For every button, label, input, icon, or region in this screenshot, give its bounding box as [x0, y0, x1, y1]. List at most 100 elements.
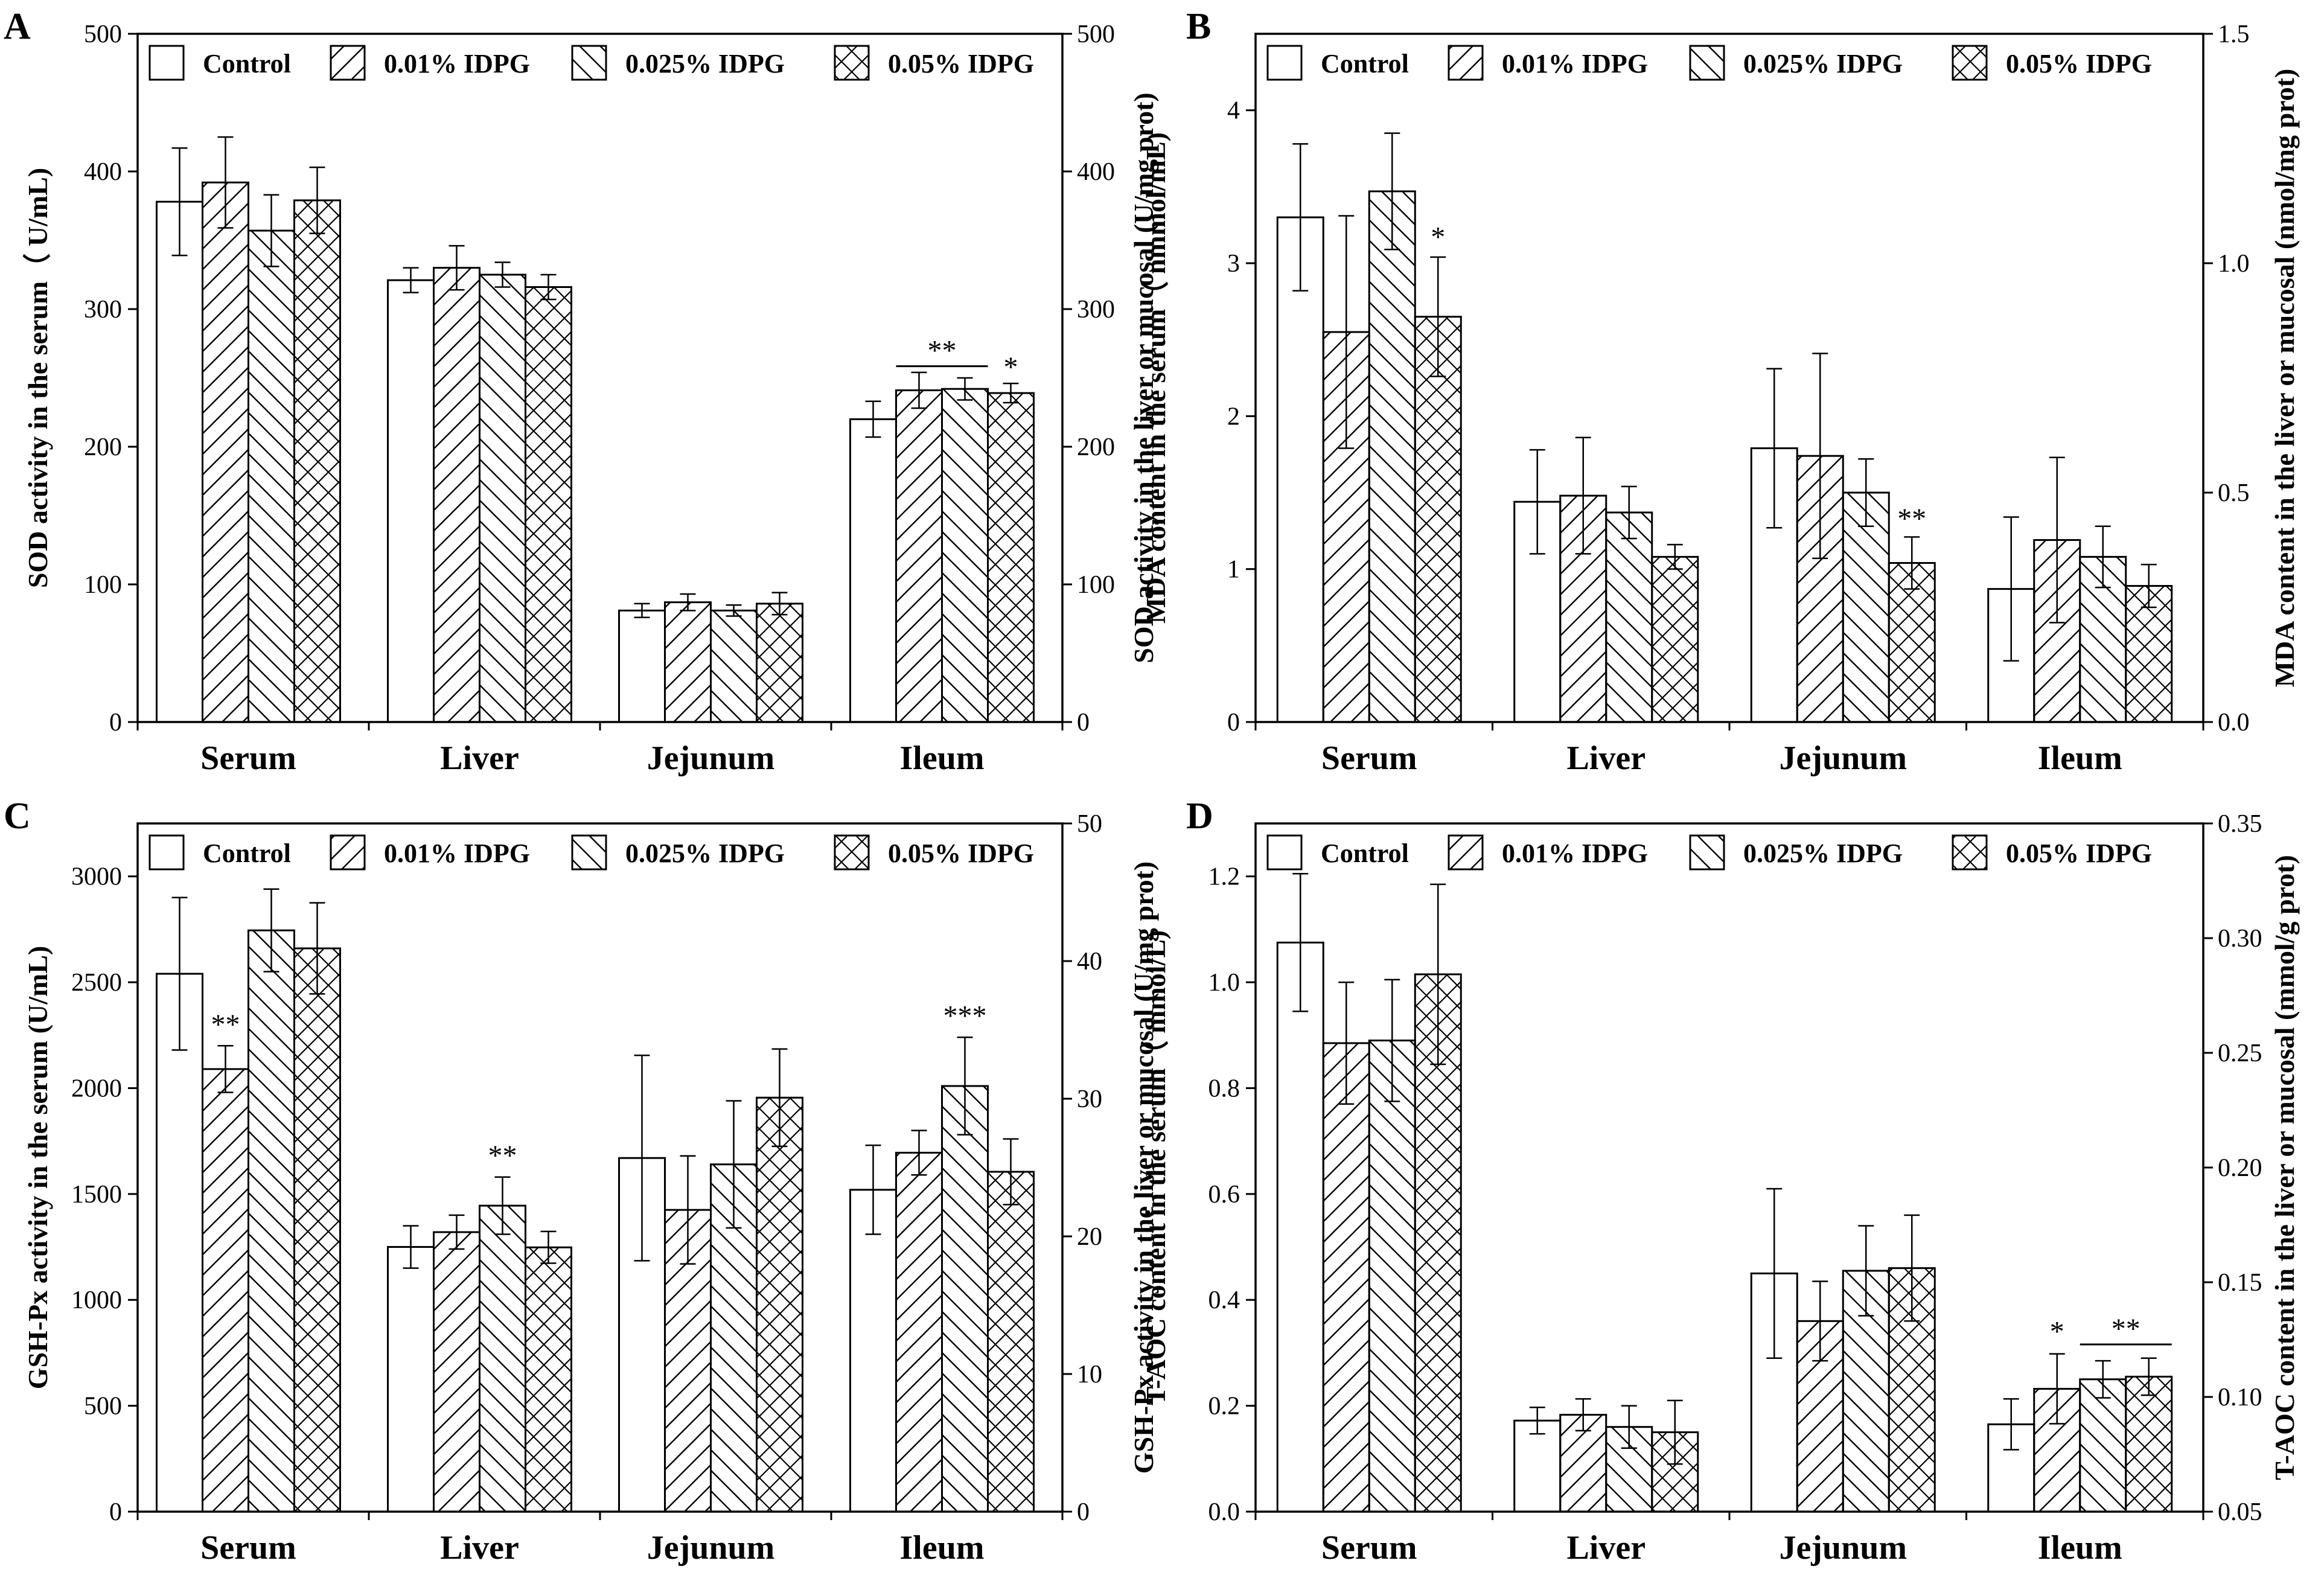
- y-tick-label-right: 0.5: [2218, 479, 2250, 507]
- category-label: Jejunum: [1779, 740, 1907, 777]
- significance-mark: **: [2112, 1313, 2140, 1345]
- y-tick-label-left: 1.2: [1208, 863, 1240, 891]
- significance-mark: ***: [943, 1000, 987, 1032]
- category-label: Serum: [200, 740, 296, 777]
- category-label: Liver: [1566, 740, 1646, 777]
- legend-label: 0.05% IDPG: [2006, 49, 2152, 78]
- legend-label: 0.01% IDPG: [1502, 49, 1648, 78]
- bar: [941, 388, 989, 723]
- bar: [156, 973, 203, 1513]
- bar: [479, 1204, 526, 1513]
- y-tick-label-left: 0.6: [1208, 1181, 1240, 1209]
- y-tick-label-right: 0.35: [2218, 810, 2262, 838]
- bar: [479, 273, 526, 723]
- panel-letter: C: [4, 796, 31, 837]
- category-label: Ileum: [900, 740, 985, 777]
- bar: [756, 1096, 803, 1513]
- category-label: Ileum: [900, 1529, 985, 1567]
- legend: Control 0.01% IDPG 0.025% IDPG 0.05% IDPG: [1266, 45, 2152, 81]
- bar: [202, 1068, 249, 1513]
- category-label: Serum: [1321, 1529, 1417, 1567]
- legend-swatch: [148, 834, 185, 871]
- significance-mark: **: [211, 1009, 240, 1041]
- y-tick-label-right: 30: [1077, 1085, 1102, 1113]
- y-tick-label-right: 100: [1077, 571, 1115, 599]
- significance-mark: **: [928, 335, 957, 367]
- legend: Control 0.01% IDPG 0.025% IDPG 0.05% IDPG: [1266, 834, 2152, 871]
- bar: [1368, 1040, 1416, 1513]
- category-label: Liver: [1566, 1529, 1646, 1567]
- legend-swatch: [1266, 834, 1303, 871]
- legend-swatch: [330, 45, 366, 81]
- bar: [1651, 555, 1699, 723]
- legend-swatch: [1689, 834, 1725, 871]
- category-label: Liver: [440, 740, 519, 777]
- bar: [941, 1085, 989, 1513]
- y-tick-label-left: 0.2: [1208, 1393, 1240, 1420]
- legend-swatch: [1266, 45, 1303, 81]
- legend-label: Control: [203, 49, 291, 78]
- legend-swatch: [1689, 45, 1725, 81]
- legend-label: 0.025% IDPG: [1743, 839, 1903, 868]
- y-axis-title-left: SOD activity in the serum（ U/mL): [22, 168, 53, 588]
- legend-label: 0.05% IDPG: [888, 49, 1034, 78]
- y-tick-label-right: 40: [1077, 948, 1102, 976]
- y-tick-label-left: 4: [1227, 97, 1240, 125]
- category-label: Liver: [440, 1529, 519, 1567]
- y-tick-label-left: 3: [1227, 250, 1240, 278]
- bar: [1368, 190, 1416, 723]
- bar: [293, 199, 341, 723]
- y-tick-label-right: 0.10: [2218, 1384, 2262, 1411]
- y-tick-label-left: 2500: [71, 969, 122, 997]
- bar: [756, 602, 803, 723]
- y-tick-label-right: 400: [1077, 158, 1115, 186]
- category-label: Ileum: [2038, 740, 2122, 777]
- bars: [156, 888, 1035, 1513]
- panel-letter: A: [4, 6, 31, 47]
- y-tick-label-right: 20: [1077, 1223, 1102, 1251]
- bar: [664, 601, 712, 723]
- y-tick-label-left: 0.8: [1208, 1075, 1240, 1102]
- bar: [895, 389, 943, 723]
- bar: [247, 929, 295, 1513]
- legend-swatch: [834, 45, 870, 81]
- bar: [1276, 216, 1324, 723]
- y-axis-title-right: SOD activity in the liver or mucosal (U/…: [1128, 92, 1159, 663]
- bar: [387, 279, 435, 723]
- panel-letter: D: [1186, 796, 1213, 837]
- y-tick-label-left: 3000: [71, 863, 122, 891]
- bar: [895, 1151, 943, 1513]
- category-label: Serum: [200, 1529, 296, 1567]
- category-label: Jejunum: [647, 740, 775, 777]
- legend-label: Control: [1321, 49, 1409, 78]
- y-tick-label-left: 500: [84, 1393, 122, 1420]
- legend-swatch: [834, 834, 870, 871]
- y-tick-label-right: 500: [1077, 21, 1115, 48]
- y-tick-label-right: 0: [1077, 709, 1090, 737]
- bar: [987, 1171, 1035, 1513]
- legend-label: 0.05% IDPG: [888, 839, 1034, 868]
- y-tick-label-right: 0.05: [2218, 1498, 2262, 1526]
- legend-label: 0.025% IDPG: [625, 839, 785, 868]
- category-label: Jejunum: [1779, 1529, 1907, 1567]
- category-label: Ileum: [2038, 1529, 2122, 1567]
- bar: [156, 200, 203, 723]
- y-tick-label-right: 0.0: [2218, 709, 2250, 737]
- legend-swatch: [148, 45, 185, 81]
- y-tick-label-right: 10: [1077, 1361, 1102, 1388]
- bar: [387, 1246, 435, 1513]
- bar: [293, 947, 341, 1513]
- legend-swatch: [1952, 834, 1988, 871]
- significance-mark: *: [1431, 222, 1445, 254]
- bar: [849, 1189, 897, 1513]
- legend-label: 0.025% IDPG: [625, 49, 785, 78]
- bar: [433, 267, 480, 723]
- y-tick-label-left: 400: [84, 158, 122, 186]
- legend-label: Control: [203, 839, 291, 868]
- bar: [525, 286, 572, 723]
- y-tick-label-left: 0.4: [1208, 1286, 1240, 1314]
- legend-label: 0.01% IDPG: [384, 49, 530, 78]
- significance-mark: *: [2050, 1315, 2064, 1347]
